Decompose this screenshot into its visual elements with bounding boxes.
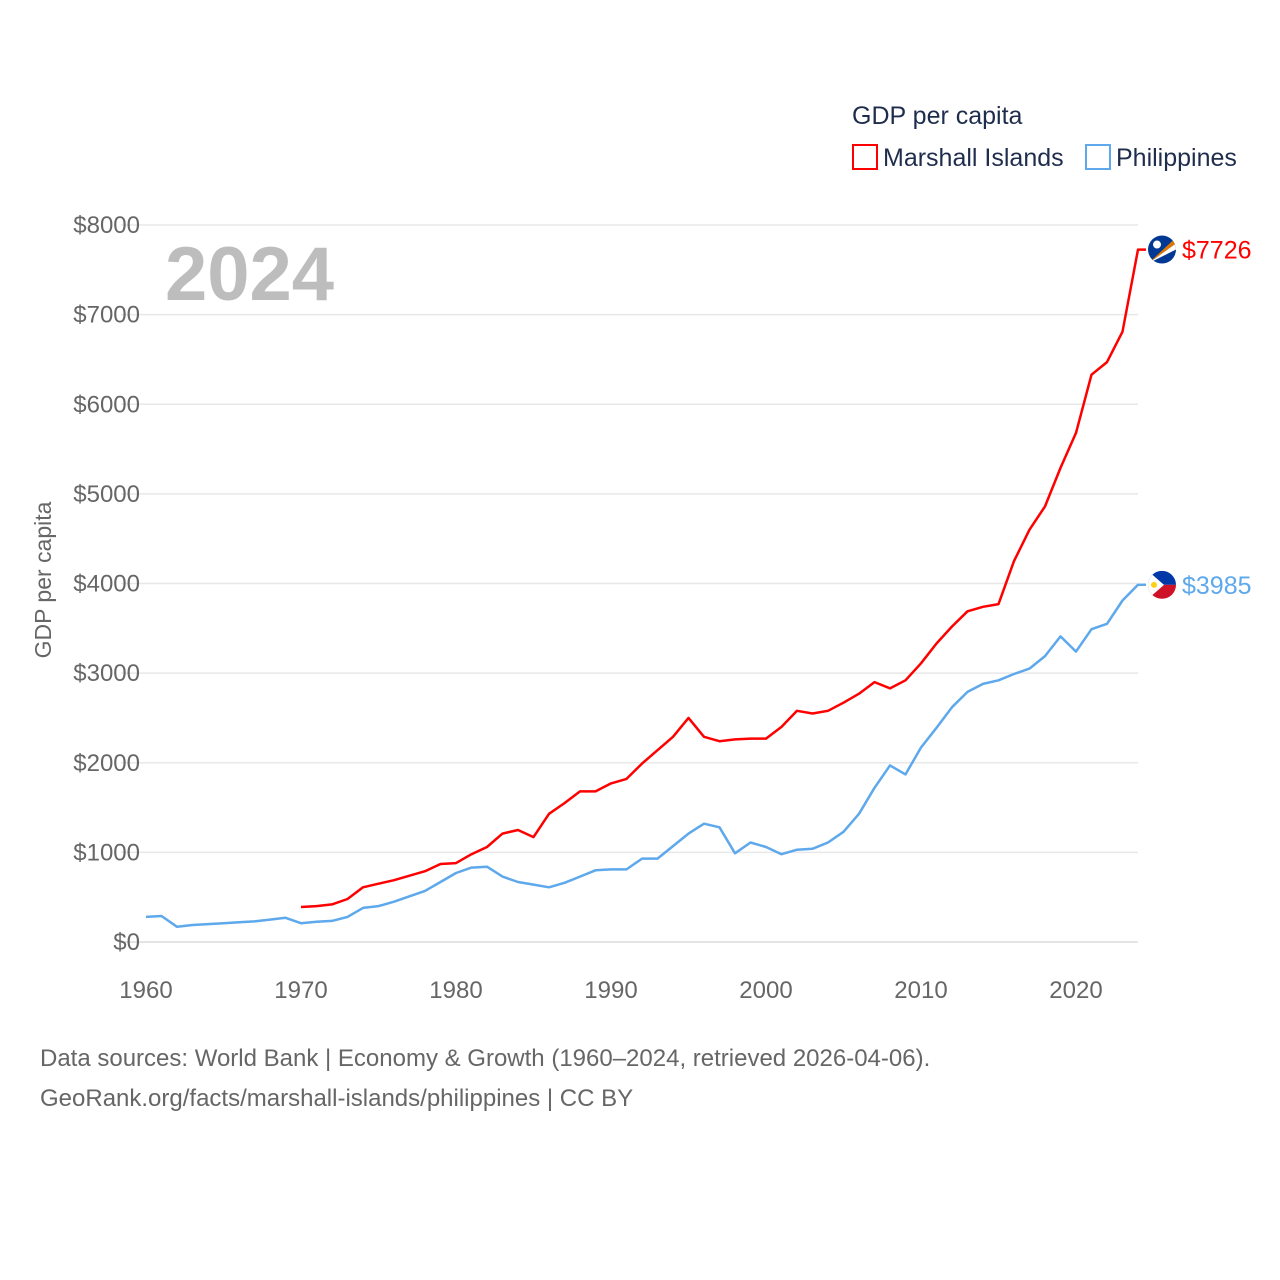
x-tick-label: 2020 <box>1049 977 1102 1004</box>
legend-swatch-marshall-islands <box>852 144 878 170</box>
series-lines <box>145 248 1146 929</box>
legend-title: GDP per capita <box>852 102 1023 130</box>
y-axis-label: GDP per capita <box>30 501 56 658</box>
end-label-marshall-islands: $7726 <box>1182 237 1252 265</box>
y-tick-label: $7000 <box>73 302 140 329</box>
series-line-philippines <box>145 583 1146 929</box>
y-tick-label: $4000 <box>73 571 140 598</box>
legend-label-philippines: Philippines <box>1116 144 1237 172</box>
footer-link[interactable]: GeoRank.org/facts/marshall-islands/phili… <box>40 1085 634 1112</box>
footer-sources: Data sources: World Bank | Economy & Gro… <box>40 1045 931 1072</box>
legend-item-philippines[interactable]: Philippines <box>1085 144 1237 172</box>
legend-swatch-philippines <box>1085 144 1111 170</box>
y-tick-label: $0 <box>113 929 140 956</box>
legend-item-marshall-islands[interactable]: Marshall Islands <box>852 144 1064 172</box>
y-tick-label: $8000 <box>73 212 140 239</box>
y-tick-label: $2000 <box>73 750 140 777</box>
y-axis-ticks: $0 $1000 $2000 $3000 $4000 $5000 $6000 $7000 $80… <box>73 212 140 956</box>
x-tick-label: 1970 <box>274 977 327 1004</box>
x-tick-label: 1960 <box>119 977 172 1004</box>
grid <box>121 224 1138 943</box>
end-label-philippines: $3985 <box>1182 572 1252 600</box>
y-tick-label: $1000 <box>73 839 140 866</box>
year-overlay: 2024 <box>165 232 334 317</box>
series-end-labels: $7726 $3985 <box>1148 235 1252 600</box>
y-tick-label: $6000 <box>73 391 140 418</box>
x-tick-label: 1980 <box>429 977 482 1004</box>
x-tick-label: 2010 <box>894 977 947 1004</box>
legend-label-marshall-islands: Marshall Islands <box>883 144 1064 172</box>
legend: GDP per capita Marshall Islands Philippi… <box>852 102 1237 172</box>
marshall-islands-flag-icon <box>1148 235 1176 264</box>
series-line-marshall-islands <box>300 248 1146 909</box>
x-tick-label: 2000 <box>739 977 792 1004</box>
x-tick-label: 1990 <box>584 977 637 1004</box>
y-tick-label: $5000 <box>73 481 140 508</box>
x-axis-ticks: 1960 1970 1980 1990 2000 2010 2020 <box>119 977 1102 1004</box>
y-tick-label: $3000 <box>73 660 140 687</box>
philippines-flag-icon <box>1148 570 1176 599</box>
